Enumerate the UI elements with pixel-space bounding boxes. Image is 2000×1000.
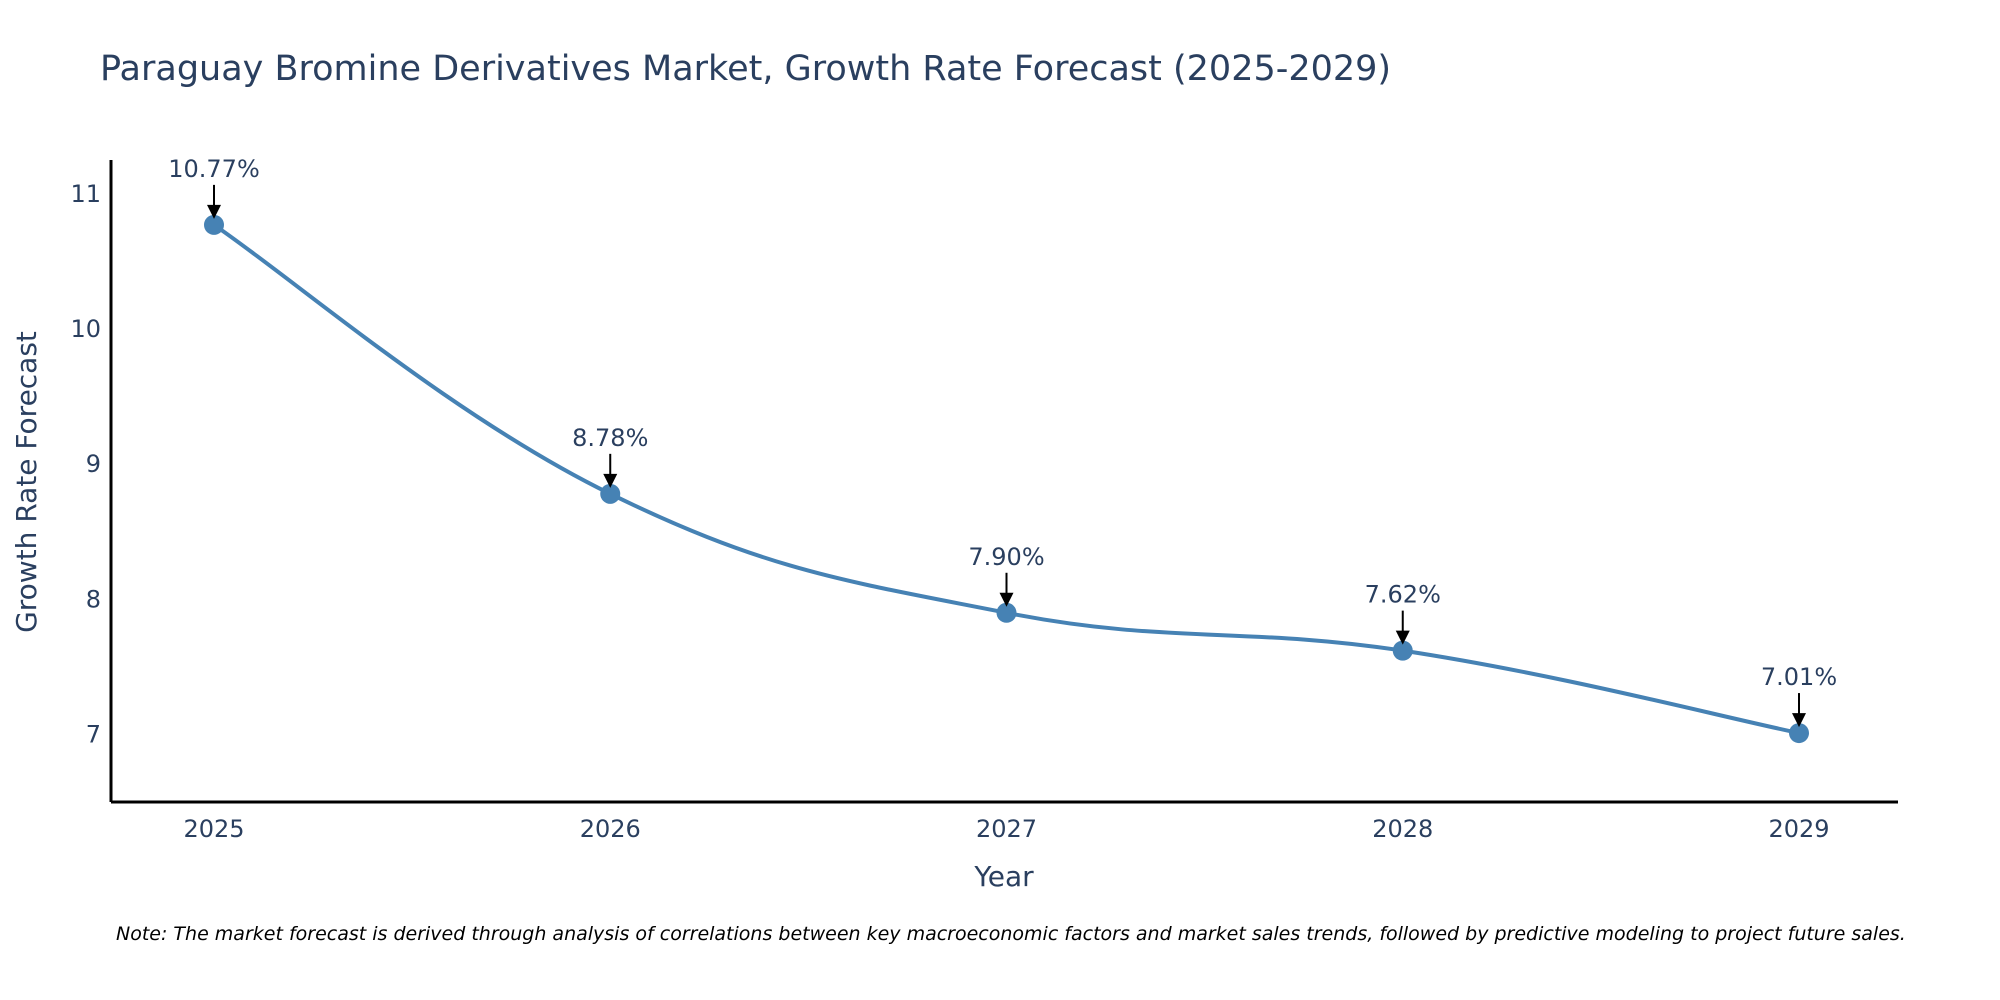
plot-area: 7 8 9 10 11 2025 2026 2027 2028 2029 10.77% 8.78%… [70,155,1898,843]
data-point-2027 [996,602,1017,623]
x-tick-label: 2025 [183,815,244,843]
data-point-2028 [1392,640,1413,661]
y-tick-label: 10 [70,315,101,343]
data-label: 7.90% [968,543,1044,571]
data-point-2025 [204,214,224,235]
annotation-arrow-head [1395,630,1410,645]
data-point-2029 [1789,723,1809,744]
x-tick-label: 2026 [580,815,641,843]
annotation-arrow-head [999,592,1014,607]
x-tick-group: 2025 2026 2027 2028 2029 [183,815,1829,843]
x-tick-label: 2028 [1372,815,1433,843]
data-point-2026 [600,483,621,504]
data-label: 7.62% [1365,581,1441,609]
annotation-group: 10.77% 8.78% 7.90% 7.62% 7.01% [168,155,1837,728]
y-tick-label: 9 [86,450,101,478]
series-line [212,223,1800,736]
x-axis-title: Year [973,860,1034,893]
data-label: 8.78% [572,424,648,452]
annotation-arrow-head [603,473,618,488]
chart-title: Paraguay Bromine Derivatives Market, Gro… [100,49,1391,89]
y-tick-group: 7 8 9 10 11 [70,180,101,749]
y-axis-title: Growth Rate Forecast [10,331,43,633]
data-label: 7.01% [1761,663,1837,691]
annotation-arrow-head [207,204,221,219]
data-label: 10.77% [168,155,260,183]
footnote: Note: The market forecast is derived thr… [116,923,1906,945]
annotation-arrow-head [1792,713,1806,728]
y-tick-label: 11 [70,180,101,208]
y-tick-label: 8 [86,585,101,613]
data-point-group [204,214,1809,744]
x-tick-label: 2029 [1768,815,1829,843]
y-tick-label: 7 [86,720,101,748]
x-tick-label: 2027 [976,815,1037,843]
